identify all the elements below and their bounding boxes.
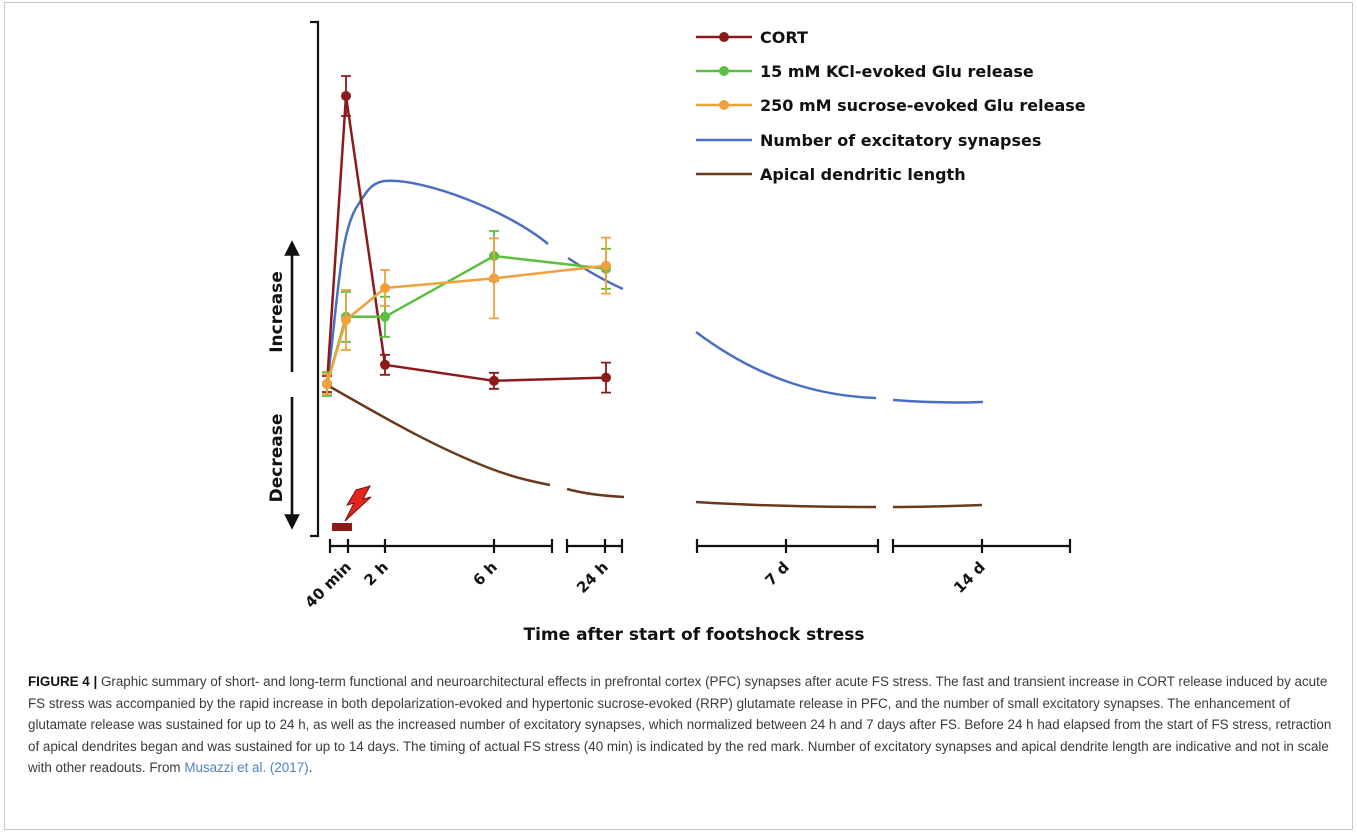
data-point (380, 359, 390, 370)
data-point (489, 375, 499, 386)
legend-label: 15 mM KCl-evoked Glu release (760, 62, 1034, 81)
series-line (325, 264, 607, 385)
data-point (380, 283, 390, 293)
synapses-curve-segment (325, 179, 549, 386)
dendrite-curve-segment (326, 383, 551, 487)
figure-caption: FIGURE 4 | Graphic summary of short- and… (28, 671, 1338, 779)
legend-item-kcl: 15 mM KCl-evoked Glu release (696, 62, 1034, 81)
data-point (341, 91, 351, 101)
series-250-group (322, 236, 611, 395)
legend-item-sucrose: 250 mM sucrose-evoked Glu release (696, 96, 1086, 115)
series-line (325, 254, 607, 385)
legend-item-cort: CORT (696, 28, 808, 47)
legend-item-synapses: Number of excitatory synapses (696, 131, 1041, 150)
caption-text: Graphic summary of short- and long-term … (28, 674, 1332, 776)
data-point (322, 379, 332, 389)
caption-end: . (308, 760, 313, 776)
x-tick-label: 14 d (950, 558, 989, 597)
series-line (325, 95, 607, 385)
series-synapses (325, 179, 984, 404)
data-points-layer (322, 75, 611, 397)
legend-label: 250 mM sucrose-evoked Glu release (760, 96, 1086, 115)
y-axis-bracket (310, 20, 320, 538)
dendrite-curve-segment (892, 503, 983, 509)
legend-item-dendrite: Apical dendritic length (696, 165, 966, 184)
figure-frame (4, 2, 1353, 830)
series-15-group (322, 230, 611, 397)
stress-duration-mark (332, 523, 352, 531)
x-tick-label: 2 h (360, 558, 391, 589)
lightning-icon (344, 485, 372, 522)
legend-label: Apical dendritic length (760, 165, 966, 184)
dendrite-curve-segment (695, 500, 877, 509)
synapses-curve-segment (567, 256, 624, 291)
data-point (341, 315, 351, 325)
data-point (489, 273, 499, 284)
chart: Increase Decrease 40 min 2 h 6 h 24 h 7 … (267, 20, 1086, 645)
x-axis (328, 539, 1072, 553)
synapses-curve-segment (892, 398, 984, 404)
series-dendrite (326, 383, 983, 509)
y-label-increase: Increase (267, 271, 287, 353)
x-tick-label: 6 h (469, 558, 500, 589)
legend-label: CORT (760, 28, 808, 47)
dendrite-curve-segment (566, 487, 625, 499)
y-label-decrease: Decrease (267, 414, 287, 503)
synapses-curve-segment (695, 330, 877, 400)
legend-label: Number of excitatory synapses (760, 131, 1041, 150)
data-point (601, 372, 611, 383)
caption-label: FIGURE 4 | (28, 674, 98, 689)
series-cort-group (322, 75, 611, 394)
x-tick-label: 24 h (573, 558, 612, 597)
x-tick-label: 7 d (761, 558, 792, 589)
data-point (380, 311, 390, 322)
data-point (601, 260, 611, 271)
citation-link[interactable]: Musazzi et al. (2017) (184, 760, 309, 776)
x-tick-label: 40 min (301, 558, 354, 611)
x-axis-title: Time after start of footshock stress (523, 625, 864, 645)
legend: CORT 15 mM KCl-evoked Glu release 250 mM… (696, 28, 1086, 184)
